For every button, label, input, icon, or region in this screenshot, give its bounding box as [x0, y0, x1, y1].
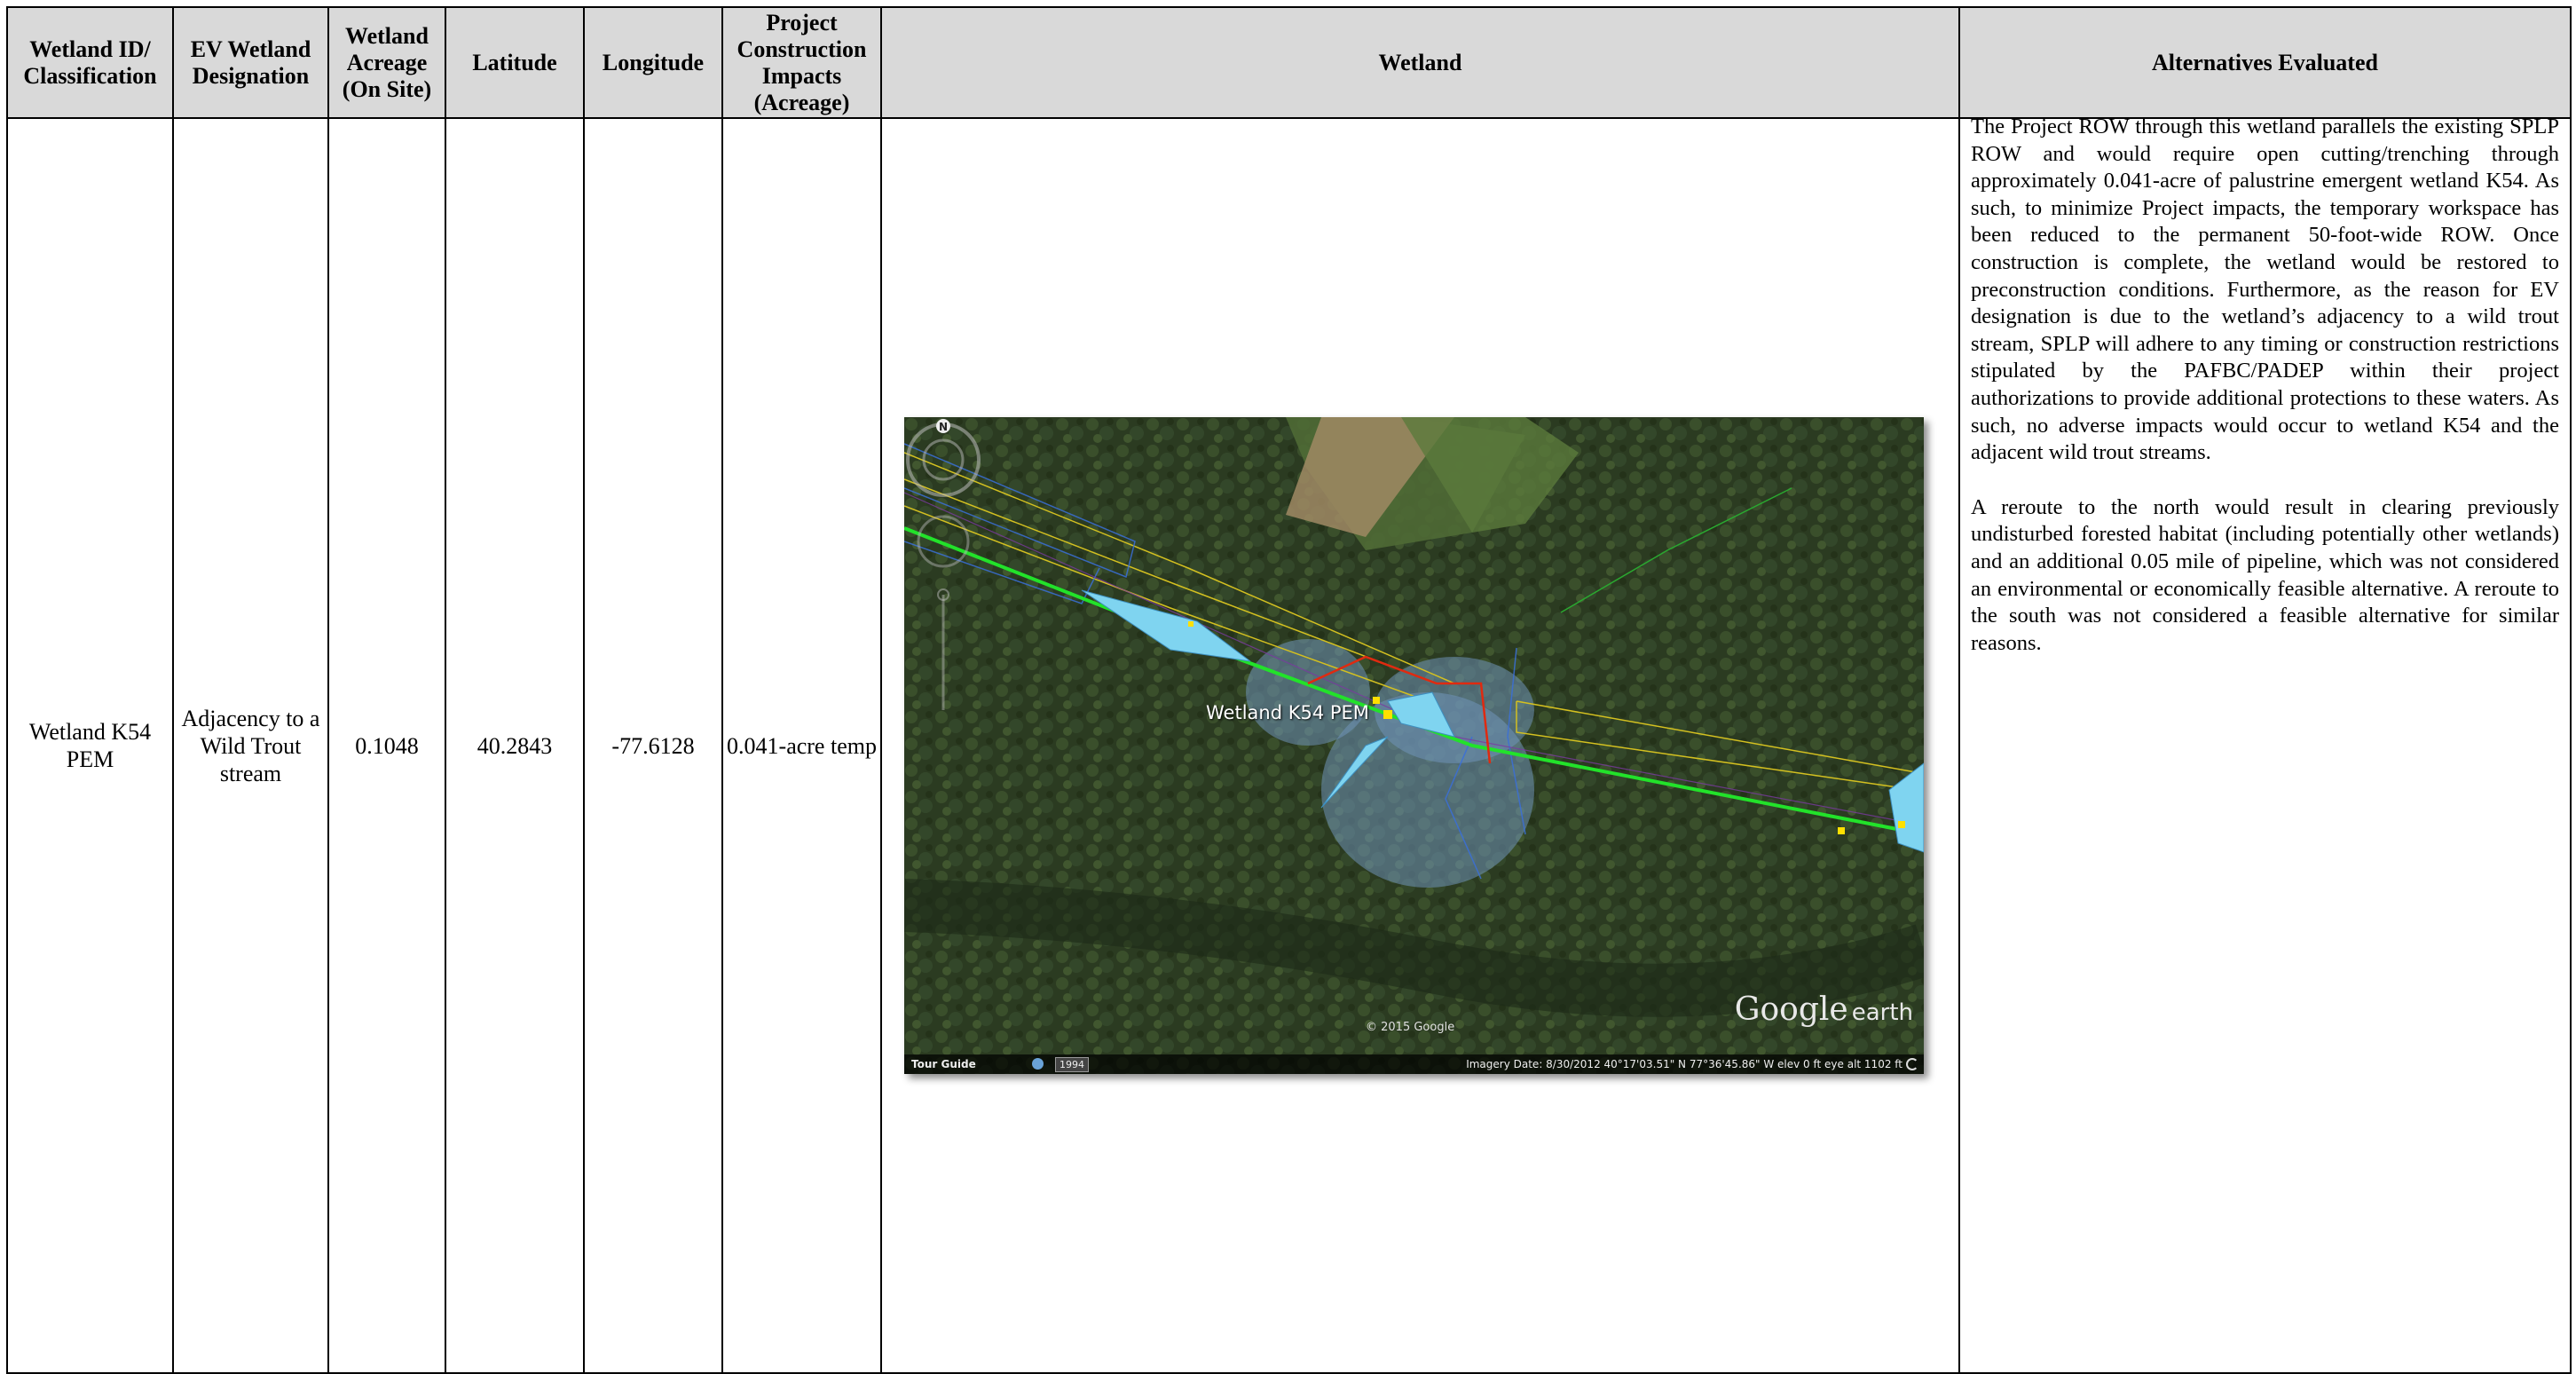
navigation-controls[interactable]: N — [904, 417, 993, 719]
aerial-map-image: Wetland K54 PEM © 2015 Google Google eart… — [904, 417, 1924, 1074]
cell-latitude: 40.2843 — [445, 117, 585, 1374]
cell-longitude: -77.6128 — [583, 117, 723, 1374]
imagery-status: Imagery Date: 8/30/2012 40°17'03.51" N 7… — [1466, 1058, 1902, 1070]
wetland-map-label: Wetland K54 PEM — [1206, 702, 1369, 723]
header-ev-designation: EV Wetland Designation — [172, 6, 329, 119]
loading-icon — [1906, 1058, 1918, 1070]
plowed-field — [1286, 417, 1454, 537]
google-earth-logo: Google earth — [1734, 991, 1913, 1028]
compass-north-icon[interactable]: N — [939, 421, 948, 433]
header-row: Wetland ID/ Classification EV Wetland De… — [6, 6, 2572, 119]
header-wetland: Wetland — [880, 6, 1960, 119]
pipeline-centerline — [904, 526, 1924, 836]
header-impacts: Project Construction Impacts (Acreage) — [721, 6, 882, 119]
cell-wetland-map: Wetland K54 PEM © 2015 Google Google eart… — [880, 117, 1960, 1374]
wetland-flags — [1188, 621, 1905, 834]
aerial-imagery — [904, 417, 1924, 1074]
historical-imagery-icon[interactable] — [1032, 1058, 1044, 1070]
alternatives-paragraph-2: A reroute to the north would result in c… — [1971, 494, 2559, 655]
cell-wetland-id: Wetland K54 PEM — [6, 117, 174, 1374]
wetland-polygon — [1081, 589, 1924, 853]
tour-guide-button[interactable]: Tour Guide — [911, 1058, 976, 1070]
wetland-buffer — [1246, 639, 1534, 888]
cell-acreage: 0.1048 — [327, 117, 446, 1374]
header-wetland-id: Wetland ID/ Classification — [6, 6, 174, 119]
header-alternatives: Alternatives Evaluated — [1958, 6, 2572, 119]
look-joystick-icon[interactable] — [917, 515, 970, 568]
table-row: Wetland K54 PEM Adjacency to a Wild Trou… — [6, 114, 2572, 1374]
workspace-outline — [904, 452, 1917, 791]
header-latitude: Latitude — [445, 6, 585, 119]
header-longitude: Longitude — [583, 6, 723, 119]
alternatives-paragraph-1: The Project ROW through this wetland par… — [1971, 114, 2559, 465]
cell-alternatives: The Project ROW through this wetland par… — [1958, 114, 2572, 1374]
copyright-text: © 2015 Google — [1366, 1021, 1455, 1034]
year-badge: 1994 — [1055, 1057, 1089, 1072]
reroute-line — [1307, 655, 1492, 764]
cell-impacts: 0.041-acre temp — [721, 117, 882, 1374]
compass-ring-icon[interactable] — [906, 422, 981, 497]
wetland-table: Wetland ID/ Classification EV Wetland De… — [6, 6, 2572, 1374]
cell-ev-designation: Adjacency to a Wild Trout stream — [172, 117, 329, 1374]
header-acreage: Wetland Acreage (On Site) — [327, 6, 446, 119]
status-bar: Tour Guide 1994 Imagery Date: 8/30/2012 … — [904, 1054, 1924, 1074]
